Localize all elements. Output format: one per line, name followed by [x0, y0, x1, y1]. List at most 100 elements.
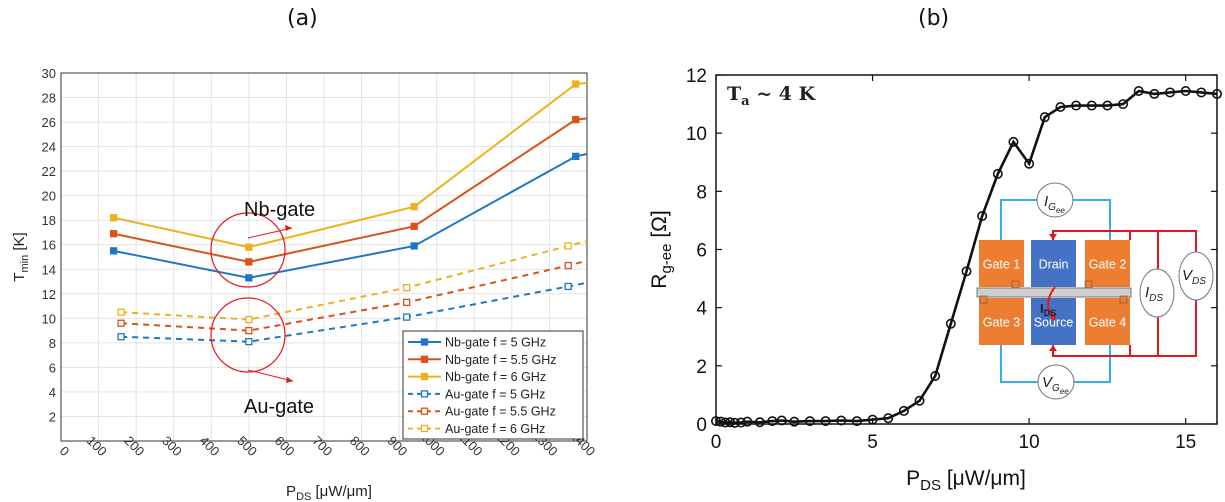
gate-2-block — [1085, 240, 1130, 287]
data-point — [411, 204, 417, 210]
y-tick-label: 14 — [42, 262, 56, 277]
data-point — [737, 418, 745, 426]
gate-voltage-wire — [1001, 345, 1110, 382]
x-tick-label: 5 — [867, 432, 878, 453]
series-line — [716, 91, 1217, 423]
legend-label: Au-gate f = 6 GHz — [445, 422, 545, 436]
legend-marker — [422, 391, 428, 397]
x-axis-title-sub: DS — [296, 491, 311, 502]
x-axis-title-main: P — [286, 483, 296, 500]
data-point — [246, 259, 252, 265]
x-axis-title-main: P — [906, 467, 920, 490]
y-axis-title: Tmin [K] — [11, 232, 31, 281]
y-axis-title-sub: g-ee — [658, 244, 675, 274]
data-point — [565, 263, 571, 269]
data-point — [111, 248, 117, 254]
y-tick-label: 4 — [696, 299, 707, 320]
data-point — [743, 417, 751, 425]
data-point — [246, 328, 252, 334]
x-axis-title-rest: [μW/μm] — [941, 467, 1026, 490]
data-point — [837, 416, 845, 424]
data-point — [1213, 90, 1221, 98]
data-point — [806, 417, 814, 425]
y-tick-label: 16 — [42, 238, 56, 253]
y-axis-title-main: R — [648, 274, 671, 289]
chart-b-frame — [716, 75, 1217, 424]
y-tick-label: 10 — [686, 124, 707, 145]
gate-3-block — [979, 298, 1024, 345]
x-tick-label: 15 — [1175, 432, 1196, 453]
y-tick-label: 4 — [49, 385, 56, 400]
data-point — [565, 283, 571, 289]
vds-meter-label: VDS — [1182, 267, 1206, 287]
data-point — [900, 407, 908, 415]
channel-bar — [977, 288, 1131, 297]
vg-main: V — [1042, 374, 1054, 391]
y-tick-label: 26 — [42, 115, 56, 130]
y-tick-label: 8 — [696, 182, 707, 203]
data-point — [246, 317, 252, 323]
ig-subsub: ee — [1056, 206, 1065, 215]
ids-channel-sub: DS — [1044, 308, 1057, 318]
chart-a: 246810121416182022242628300 100 200 300 400 5… — [0, 0, 600, 502]
data-point — [778, 416, 786, 424]
data-point — [1056, 103, 1064, 111]
ids-channel-label: IDS — [1040, 301, 1056, 318]
au-gate-label: Au-gate — [244, 396, 314, 418]
vds-sub: DS — [1192, 276, 1206, 287]
data-point — [790, 417, 798, 425]
data-point — [411, 223, 417, 229]
data-point — [246, 275, 252, 281]
legend-marker — [422, 356, 428, 362]
y-axis-title-sub: min — [19, 255, 31, 273]
data-point — [411, 243, 417, 249]
ids-sub: DS — [1149, 293, 1163, 304]
data-point — [726, 418, 734, 426]
legend-marker — [422, 426, 428, 432]
data-point — [994, 170, 1002, 178]
y-tick-label: 8 — [49, 336, 56, 351]
x-tick-label: 10 — [1019, 432, 1040, 453]
nb-gate-label: Nb-gate — [244, 199, 315, 221]
gate-current-wire — [1001, 200, 1110, 240]
data-point — [947, 319, 955, 327]
ids-main: I — [1145, 284, 1149, 301]
y-tick-label: 10 — [42, 311, 56, 326]
data-point — [573, 153, 579, 159]
data-point — [868, 415, 876, 423]
data-point — [1025, 160, 1033, 168]
y-tick-label: 12 — [42, 287, 56, 302]
data-point — [246, 339, 252, 345]
ids-current-arrowhead — [1049, 314, 1056, 321]
legend-marker — [422, 408, 428, 414]
data-point — [716, 417, 724, 425]
y-axis-title-main: T — [11, 273, 28, 282]
ig-label: IGee — [1044, 193, 1065, 215]
y-tick-label: 6 — [696, 241, 707, 262]
legend-label: Nb-gate f = 6 GHz — [445, 370, 546, 384]
gate-2-block-label: Gate 2 — [1089, 258, 1127, 272]
gate-1-block — [979, 240, 1024, 287]
gate-4-block-label: Gate 4 — [1089, 316, 1127, 330]
data-point — [721, 418, 729, 426]
ids-meter-circle — [1140, 269, 1174, 317]
drain-block-label: Drain — [1039, 258, 1069, 272]
legend-marker — [422, 374, 428, 380]
data-point — [404, 285, 410, 291]
data-point — [1119, 100, 1127, 108]
ig-main: I — [1044, 193, 1048, 210]
data-point — [884, 414, 892, 422]
contact-pad — [1085, 281, 1092, 288]
data-point — [1135, 87, 1143, 95]
data-point — [111, 215, 117, 221]
panel-label-b: (b) — [918, 6, 949, 31]
ig-meter-circle — [1037, 183, 1073, 217]
y-tick-label: 18 — [42, 213, 56, 228]
legend-marker — [422, 339, 428, 345]
x-tick-label: 0 — [711, 432, 722, 453]
x-axis-title: PDS [μW/μm] — [906, 467, 1026, 494]
data-point — [978, 212, 986, 220]
ids-meter-label: IDS — [1145, 284, 1163, 304]
y-tick-label: 24 — [42, 140, 56, 155]
x-tick-label: 0 — [57, 443, 73, 459]
